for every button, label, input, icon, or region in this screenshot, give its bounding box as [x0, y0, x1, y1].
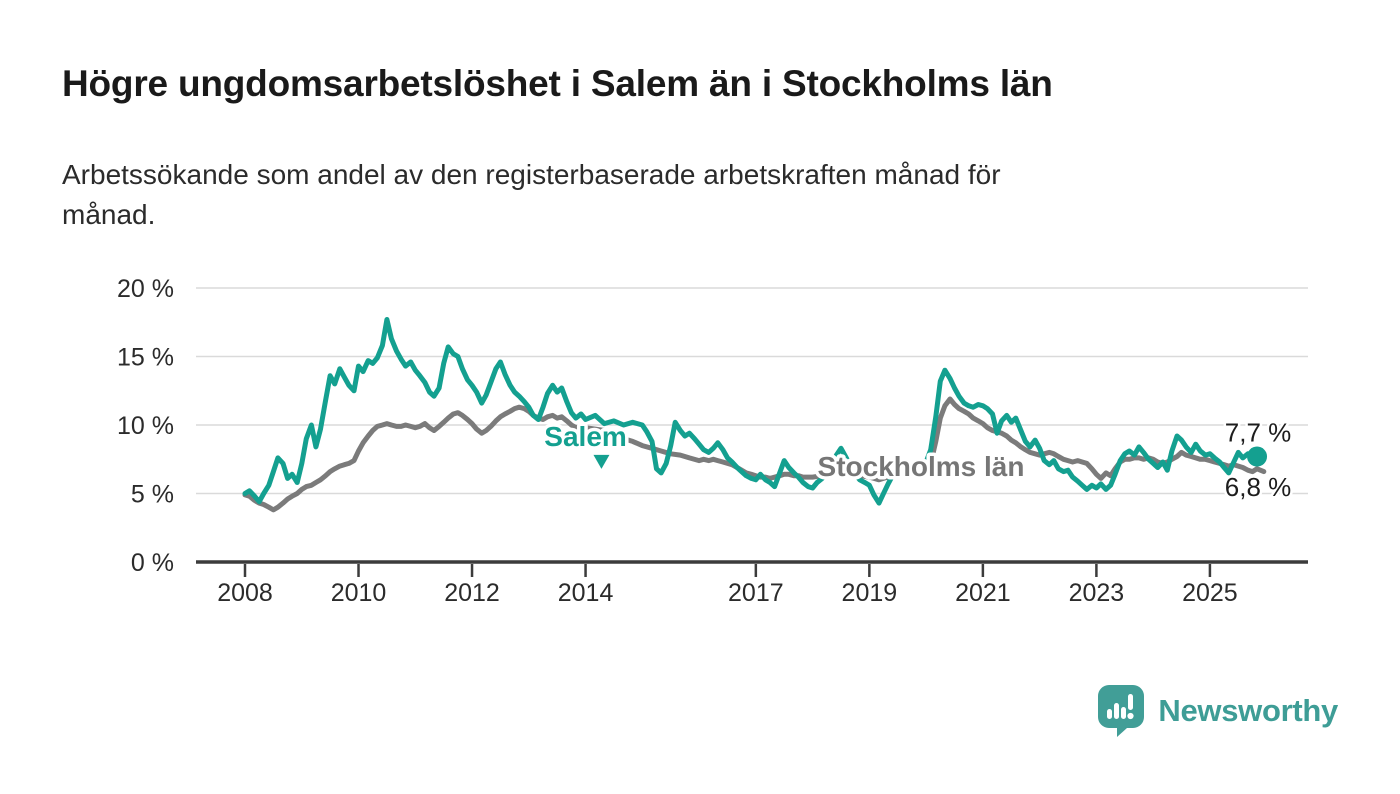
series-line-salem	[242, 317, 1260, 506]
x-axis-tick-label: 2025	[1182, 579, 1238, 607]
series-label-salem: Salem	[544, 421, 627, 452]
y-axis-tick-label: 10 %	[117, 412, 174, 440]
y-axis-tick-label: 0 %	[131, 549, 174, 577]
page-title: Högre ungdomsarbetslöshet i Salem än i S…	[62, 63, 1053, 104]
y-axis-tick-label: 15 %	[117, 344, 174, 372]
x-axis-tick-label: 2014	[558, 579, 614, 607]
x-axis-tick-label: 2010	[331, 579, 387, 607]
x-axis-tick-label: 2021	[955, 579, 1011, 607]
end-value-label-salem: 7,7 %	[1225, 418, 1292, 448]
y-axis-tick-label: 5 %	[131, 481, 174, 509]
series-line-stockholms-lan	[242, 396, 1267, 513]
y-axis-tick-label: 20 %	[117, 275, 174, 303]
x-axis-tick-label: 2019	[842, 579, 898, 607]
end-value-label-stockholms-lan: 6,8 %	[1225, 472, 1292, 502]
x-axis-tick-label: 2012	[444, 579, 500, 607]
branding-name: Newsworthy	[1158, 693, 1338, 728]
x-axis-tick-label: 2023	[1069, 579, 1125, 607]
branding-footer: Newsworthy	[1097, 684, 1338, 738]
x-axis-tick-label: 2017	[728, 579, 784, 607]
salem-label-arrow-icon	[593, 454, 610, 469]
chart-subtitle: Arbetssökande som andel av den registerb…	[62, 159, 1001, 230]
series-end-dot-salem	[1247, 446, 1268, 467]
series-label-stockholms-lan: Stockholms län	[818, 451, 1025, 482]
x-axis-tick-label: 2008	[217, 579, 273, 607]
newsworthy-logo-icon	[1098, 685, 1145, 737]
